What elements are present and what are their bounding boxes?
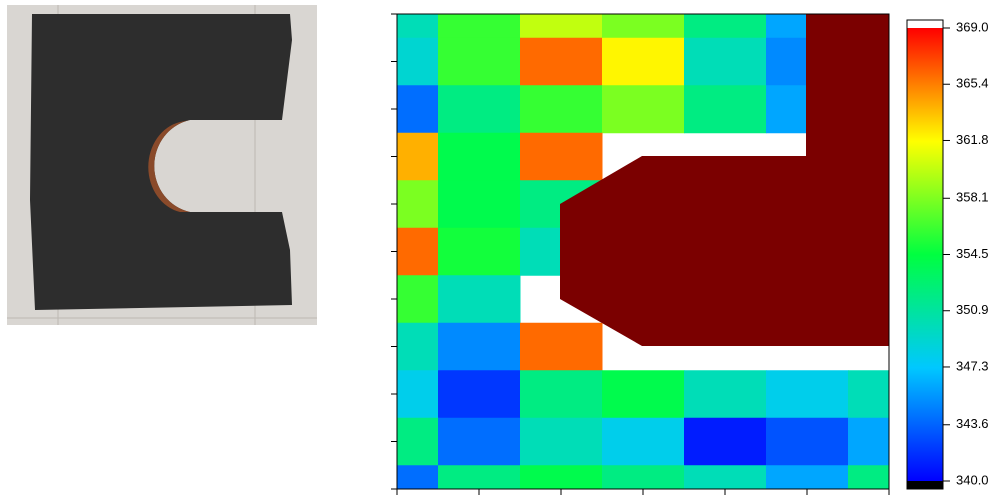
contour-cell [438,370,521,418]
colorbar-ticks: 340.0 343.6 347.3 350.9 354.5 358.1 361.8 365.4… [943,19,989,487]
contour-cell [438,228,521,276]
colorbar [907,28,943,481]
contour-cell [684,85,767,133]
colorbar-tick-label: 369.0 [956,19,989,34]
contour-cell [602,418,685,466]
contour-cell [520,418,603,466]
contour-cell [520,38,603,86]
contour-cell [602,370,685,418]
contour-cell [438,180,521,228]
colorbar-tick-label: 365.4 [956,76,989,91]
contour-cell [520,133,603,181]
contour-cell [684,370,767,418]
contour-cell [602,38,685,86]
colorbar-over [907,20,943,28]
contour-cell [438,275,521,323]
colorbar-tick-label: 354.5 [956,246,989,261]
figure: 340.0 343.6 347.3 350.9 354.5 358.1 361.8 365.4… [0,0,1007,497]
contour-cell [684,0,767,38]
contour-cell [438,133,521,181]
contour-cell [438,0,521,38]
contour-cell [438,323,521,371]
contour-cell [520,0,603,38]
contour-cell [438,418,521,466]
sample-photo [7,5,317,325]
contour-cell [602,85,685,133]
colorbar-tick-label: 358.1 [956,190,989,205]
colorbar-tick-label: 361.8 [956,132,989,147]
contour-cell [766,418,849,466]
contour-cell [520,323,603,371]
contour-cell [684,38,767,86]
colorbar-tick-label: 343.6 [956,416,989,431]
page: {"chart_data": {"type": "contour", "x": … [0,0,1007,502]
contour-cell [520,370,603,418]
colorbar-tick-label: 347.3 [956,358,989,373]
colorbar-under [907,481,943,489]
contour-cell [438,38,521,86]
colorbar-tick-label: 340.0 [956,472,989,487]
colorbar-tick-label: 350.9 [956,302,989,317]
contour-cell [438,85,521,133]
contour-cell [766,370,849,418]
contour-cell [684,418,767,466]
contour-cell [602,0,685,38]
contour-cell [520,85,603,133]
